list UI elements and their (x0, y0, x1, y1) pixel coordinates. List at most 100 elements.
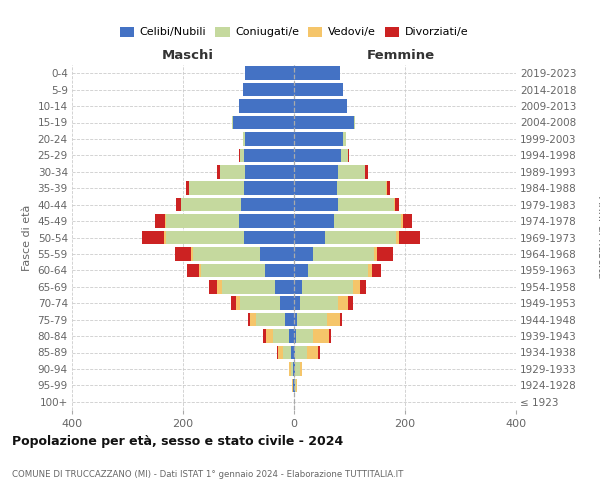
Bar (294, 313, 297, 326)
Bar (188, 182, 244, 195)
Bar (245, 66, 294, 80)
Bar (374, 247, 377, 260)
Bar (295, 362, 299, 376)
Bar (294, 330, 296, 343)
Y-axis label: Anni di nascita: Anni di nascita (596, 196, 600, 279)
Bar (283, 346, 291, 359)
Bar (244, 148, 294, 162)
Bar (181, 198, 241, 211)
Bar (294, 165, 338, 178)
Legend: Celibi/Nubili, Coniugati/e, Vedovi/e, Divorziati/e: Celibi/Nubili, Coniugati/e, Vedovi/e, Di… (115, 22, 473, 42)
Bar (266, 330, 274, 343)
Bar (337, 182, 386, 195)
Bar (294, 83, 343, 96)
Bar (265, 264, 294, 277)
Bar (291, 346, 294, 359)
Bar (294, 182, 337, 195)
Bar (260, 247, 294, 260)
Bar (239, 148, 244, 162)
Bar (240, 296, 280, 310)
Bar (386, 182, 390, 195)
Bar (294, 280, 302, 293)
Bar (395, 231, 399, 244)
Bar (399, 231, 420, 244)
Bar (217, 280, 222, 293)
Bar (275, 280, 294, 293)
Bar (186, 182, 188, 195)
Bar (142, 231, 164, 244)
Bar (245, 132, 294, 145)
Bar (294, 264, 308, 277)
Bar (372, 264, 381, 277)
Bar (239, 100, 294, 113)
Bar (294, 296, 299, 310)
Bar (343, 132, 346, 145)
Bar (294, 231, 325, 244)
Bar (294, 148, 341, 162)
Bar (220, 165, 245, 178)
Bar (284, 313, 294, 326)
Bar (239, 214, 294, 228)
Bar (338, 165, 365, 178)
Bar (299, 362, 302, 376)
Bar (233, 116, 294, 129)
Bar (313, 247, 374, 260)
Bar (176, 198, 181, 211)
Bar (338, 198, 394, 211)
Bar (302, 280, 353, 293)
Bar (368, 264, 372, 277)
Bar (377, 247, 393, 260)
Bar (295, 346, 307, 359)
Bar (193, 247, 260, 260)
Y-axis label: Fasce di età: Fasce di età (22, 204, 32, 270)
Text: Popolazione per età, sesso e stato civile - 2024: Popolazione per età, sesso e stato civil… (12, 435, 343, 448)
Bar (290, 362, 293, 376)
Bar (294, 198, 338, 211)
Bar (241, 198, 294, 211)
Text: Maschi: Maschi (161, 48, 214, 62)
Bar (278, 346, 283, 359)
Bar (403, 214, 412, 228)
Bar (394, 198, 395, 211)
Bar (365, 165, 368, 178)
Text: COMUNE DI TRUCCAZZANO (MI) - Dati ISTAT 1° gennaio 2024 - Elaborazione TUTTITALI: COMUNE DI TRUCCAZZANO (MI) - Dati ISTAT … (12, 470, 403, 479)
Bar (222, 280, 275, 293)
Bar (353, 280, 360, 293)
Bar (191, 247, 193, 260)
Bar (164, 231, 166, 244)
Bar (338, 296, 349, 310)
Bar (395, 198, 400, 211)
Bar (187, 264, 199, 277)
Bar (297, 313, 328, 326)
Bar (294, 362, 295, 376)
Bar (294, 100, 347, 113)
Bar (166, 231, 244, 244)
Bar (293, 362, 294, 376)
Bar (294, 214, 334, 228)
Bar (294, 132, 343, 145)
Bar (340, 313, 342, 326)
Bar (243, 132, 245, 145)
Bar (175, 247, 191, 260)
Bar (209, 280, 217, 293)
Bar (348, 148, 349, 162)
Bar (307, 346, 319, 359)
Bar (329, 330, 331, 343)
Bar (334, 214, 401, 228)
Bar (294, 66, 340, 80)
Bar (294, 247, 313, 260)
Bar (199, 264, 202, 277)
Bar (354, 116, 355, 129)
Bar (294, 346, 295, 359)
Bar (349, 296, 353, 310)
Bar (296, 378, 297, 392)
Bar (360, 280, 365, 293)
Bar (202, 264, 265, 277)
Bar (289, 362, 290, 376)
Bar (166, 214, 239, 228)
Bar (289, 330, 294, 343)
Bar (296, 330, 313, 343)
Bar (299, 296, 338, 310)
Bar (155, 214, 164, 228)
Bar (236, 296, 240, 310)
